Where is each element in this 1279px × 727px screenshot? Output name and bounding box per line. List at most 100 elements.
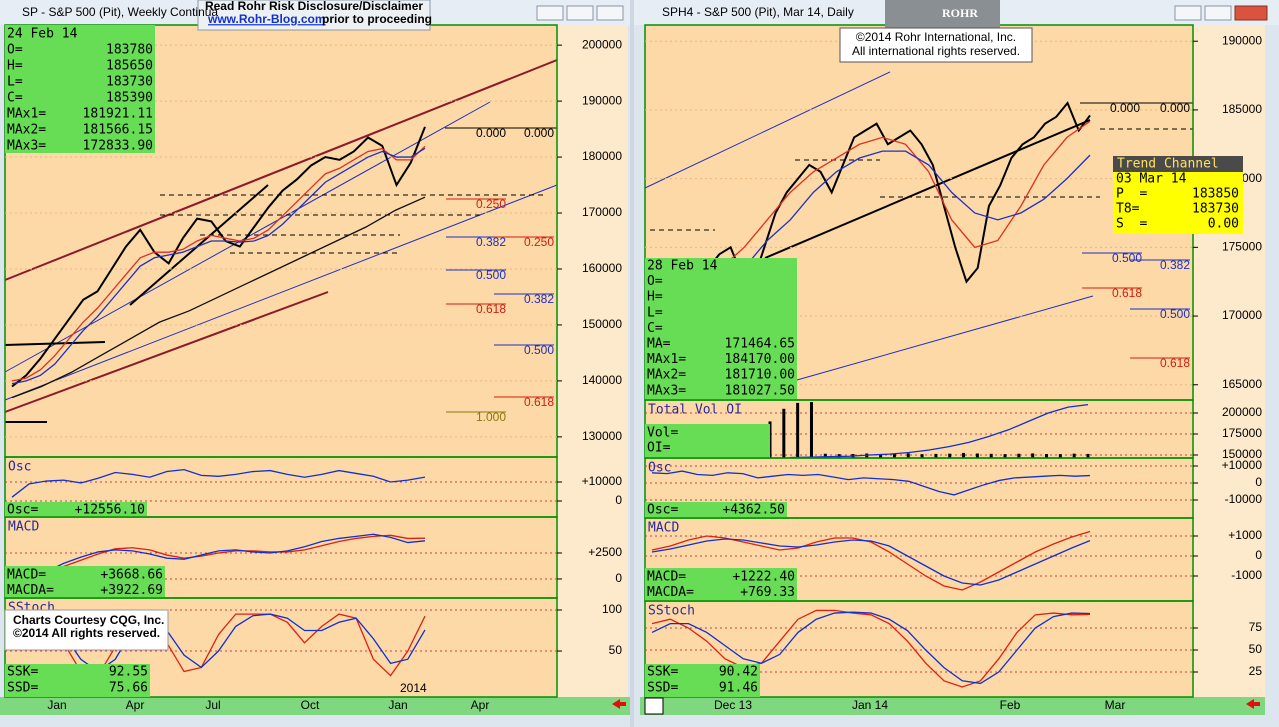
fib-label: 0.250: [476, 197, 506, 211]
minimize-button[interactable]: [536, 5, 564, 21]
readout-value: 185650: [106, 59, 153, 74]
disclaimer-link[interactable]: www.Rohr-Blog.com: [207, 12, 326, 26]
readout-key: SSD=: [7, 681, 38, 696]
panel-label: MACD: [648, 521, 679, 536]
y-tick-label: 170000: [582, 205, 622, 219]
fib-label: 0.382: [1160, 258, 1190, 272]
readout-box: [5, 25, 155, 153]
volume-bar: [975, 453, 979, 458]
readout-key: O=: [7, 43, 23, 58]
fib-label: 0.618: [1160, 356, 1190, 370]
series-line: [11, 126, 426, 388]
series-line: [11, 613, 426, 673]
disclaimer-text: prior to proceeding: [322, 12, 432, 26]
y-tick-label: 130000: [582, 429, 622, 443]
series-line: [651, 538, 1091, 586]
trend-box-value: 0.00: [1208, 217, 1239, 232]
volume-bar: [823, 453, 827, 458]
scroll-box[interactable]: [644, 697, 664, 715]
readout-key: Vol=: [647, 426, 678, 441]
y-tick-label: 200000: [1222, 405, 1262, 419]
y-tick-label: +10000: [1222, 458, 1263, 472]
readout-key: MACDA=: [7, 583, 54, 598]
panel-label: Osc: [8, 460, 31, 475]
readout-key: MACDA=: [647, 585, 694, 600]
minimize-button[interactable]: [1174, 5, 1202, 21]
fib-label: 0.618: [476, 302, 506, 316]
fib-label: 0.500: [1160, 307, 1190, 321]
right-buttons[interactable]: [1174, 5, 1268, 21]
readout-value: 184170.00: [725, 352, 795, 367]
trend-lines: [4, 59, 1193, 423]
y-tick-label: 75: [1249, 620, 1263, 634]
readout-value: +769.33: [740, 585, 795, 600]
y-tick-label: 165000: [1222, 377, 1262, 391]
readout-box: [645, 424, 770, 458]
volume-bar: [1003, 454, 1007, 458]
readout-value: 91.46: [719, 681, 758, 696]
y-tick-label: 170000: [1222, 308, 1262, 322]
trend-box-key: S =: [1116, 217, 1147, 232]
y-tick-label: 0: [615, 493, 622, 507]
y-tick-label: 200000: [582, 37, 622, 51]
readout-value: 181027.50: [725, 383, 795, 398]
readout-value: 181710.00: [725, 368, 795, 383]
fib-label: 0.000: [1110, 101, 1140, 115]
readout-value: +12556.10: [75, 503, 145, 518]
y-tick-label: +1000: [1228, 528, 1262, 542]
window-title: SP - S&P 500 (Pit), Weekly Continua: [22, 5, 218, 19]
readout-key: MAx1=: [7, 107, 46, 122]
close-button[interactable]: [1234, 5, 1268, 21]
readout-key: C=: [647, 321, 663, 336]
x-tick-label: Feb: [1000, 698, 1021, 712]
readout-box: [645, 664, 760, 697]
trend-box-date: 03 Mar 14: [1116, 172, 1187, 187]
maximize-button[interactable]: [1204, 5, 1232, 21]
y-tick-label: 150000: [1222, 447, 1262, 461]
right-axis-area: [1193, 25, 1265, 697]
x-tick-label: Apr: [126, 698, 145, 712]
readout-value: 183780: [106, 43, 153, 58]
readout-key: O=: [647, 274, 663, 289]
right-date-strip: [640, 697, 1265, 715]
fib-label: 0.250: [524, 235, 554, 249]
y-tick-label: -1000: [1231, 568, 1262, 582]
volume-bar: [962, 452, 966, 458]
series-line: [11, 196, 426, 399]
readout-key: SSK=: [647, 665, 678, 680]
volume-bar: [1017, 453, 1021, 458]
close-button[interactable]: [596, 5, 624, 21]
scroll-arrow[interactable]: [1246, 699, 1260, 709]
volume-bar: [1072, 453, 1076, 458]
readout-key: MAx3=: [7, 139, 46, 154]
scroll-arrow[interactable]: [612, 699, 626, 709]
readout-key: C=: [7, 91, 23, 106]
copyright-line: All international rights reserved.: [852, 44, 1020, 58]
x-tick-label: Oct: [301, 698, 320, 712]
panel-label: Total Vol OI: [648, 403, 742, 418]
trend-box-header: [1113, 156, 1243, 172]
left-buttons[interactable]: [536, 5, 624, 21]
year-label: 2014: [400, 681, 427, 695]
disclaimer-box: [197, 0, 431, 31]
copyright-line: ©2014 Rohr International, Inc.: [856, 30, 1016, 44]
readout-key: OI=: [647, 441, 671, 456]
panel-label: SStoch: [648, 604, 695, 619]
readout-value: 75.66: [109, 681, 148, 696]
readout-date: 28 Feb 14: [647, 259, 718, 274]
left-date-strip: [0, 697, 630, 715]
fib-label: 0.382: [524, 292, 554, 306]
y-tick-label: 140000: [582, 373, 622, 387]
fib-label: 0.500: [476, 268, 506, 282]
fib-label: 0.382: [476, 235, 506, 249]
y-tick-label: 100: [602, 602, 622, 616]
y-tick-label: 50: [1249, 642, 1263, 656]
readout-key: SSK=: [7, 665, 38, 680]
readout-box: [645, 258, 797, 400]
maximize-button[interactable]: [566, 5, 594, 21]
series-line: [11, 468, 426, 498]
trend-box-value: 183850: [1192, 187, 1239, 202]
readout-value: 92.55: [109, 665, 148, 680]
trend-box-body: [1113, 172, 1243, 234]
volume-bar: [1031, 453, 1035, 458]
